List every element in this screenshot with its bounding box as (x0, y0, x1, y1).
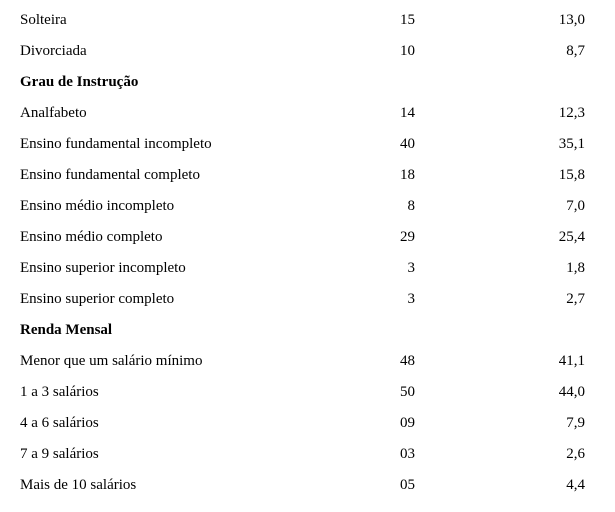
row-count: 10 (365, 43, 415, 60)
row-percent: 7,0 (415, 198, 585, 215)
row-label: Menor que um salário mínimo (20, 353, 365, 370)
table-row: Ensino fundamental completo 18 15,8 (20, 167, 585, 198)
row-percent: 25,4 (415, 229, 585, 246)
row-count: 18 (365, 167, 415, 184)
row-count: 48 (365, 353, 415, 370)
row-label: Analfabeto (20, 105, 365, 122)
row-label: 1 a 3 salários (20, 384, 365, 401)
row-percent: 2,7 (415, 291, 585, 308)
row-percent: 8,7 (415, 43, 585, 60)
section-header: Grau de Instrução (20, 74, 365, 91)
row-percent: 13,0 (415, 12, 585, 29)
row-percent: 12,3 (415, 105, 585, 122)
row-count: 40 (365, 136, 415, 153)
table-row: Ensino médio completo 29 25,4 (20, 229, 585, 260)
row-label: Mais de 10 salários (20, 477, 365, 494)
data-table: Solteira 15 13,0 Divorciada 10 8,7 Grau … (20, 12, 585, 508)
row-count: 50 (365, 384, 415, 401)
table-row: 7 a 9 salários 03 2,6 (20, 446, 585, 477)
row-label: Ensino fundamental incompleto (20, 136, 365, 153)
row-label: Solteira (20, 12, 365, 29)
row-label: Ensino fundamental completo (20, 167, 365, 184)
row-percent: 4,4 (415, 477, 585, 494)
row-label: Ensino superior incompleto (20, 260, 365, 277)
row-percent: 41,1 (415, 353, 585, 370)
section-header-row: Grau de Instrução (20, 74, 585, 105)
row-count: 09 (365, 415, 415, 432)
table-row: Ensino médio incompleto 8 7,0 (20, 198, 585, 229)
row-label: Divorciada (20, 43, 365, 60)
row-percent: 44,0 (415, 384, 585, 401)
row-label: 7 a 9 salários (20, 446, 365, 463)
section-header-row: Renda Mensal (20, 322, 585, 353)
row-count: 3 (365, 260, 415, 277)
table-row: Divorciada 10 8,7 (20, 43, 585, 74)
row-count: 29 (365, 229, 415, 246)
table-row: 4 a 6 salários 09 7,9 (20, 415, 585, 446)
table-row: Menor que um salário mínimo 48 41,1 (20, 353, 585, 384)
row-percent: 15,8 (415, 167, 585, 184)
row-percent: 35,1 (415, 136, 585, 153)
table-row: Ensino superior completo 3 2,7 (20, 291, 585, 322)
row-count: 14 (365, 105, 415, 122)
table-row: Ensino superior incompleto 3 1,8 (20, 260, 585, 291)
row-label: Ensino superior completo (20, 291, 365, 308)
table-row: Ensino fundamental incompleto 40 35,1 (20, 136, 585, 167)
table-row: Mais de 10 salários 05 4,4 (20, 477, 585, 508)
table-row: Solteira 15 13,0 (20, 12, 585, 43)
row-count: 3 (365, 291, 415, 308)
row-percent: 1,8 (415, 260, 585, 277)
row-count: 15 (365, 12, 415, 29)
row-percent: 2,6 (415, 446, 585, 463)
table-row: Analfabeto 14 12,3 (20, 105, 585, 136)
row-count: 8 (365, 198, 415, 215)
section-header: Renda Mensal (20, 322, 365, 339)
row-count: 05 (365, 477, 415, 494)
table-row: 1 a 3 salários 50 44,0 (20, 384, 585, 415)
row-label: Ensino médio incompleto (20, 198, 365, 215)
row-percent: 7,9 (415, 415, 585, 432)
row-label: 4 a 6 salários (20, 415, 365, 432)
row-count: 03 (365, 446, 415, 463)
row-label: Ensino médio completo (20, 229, 365, 246)
